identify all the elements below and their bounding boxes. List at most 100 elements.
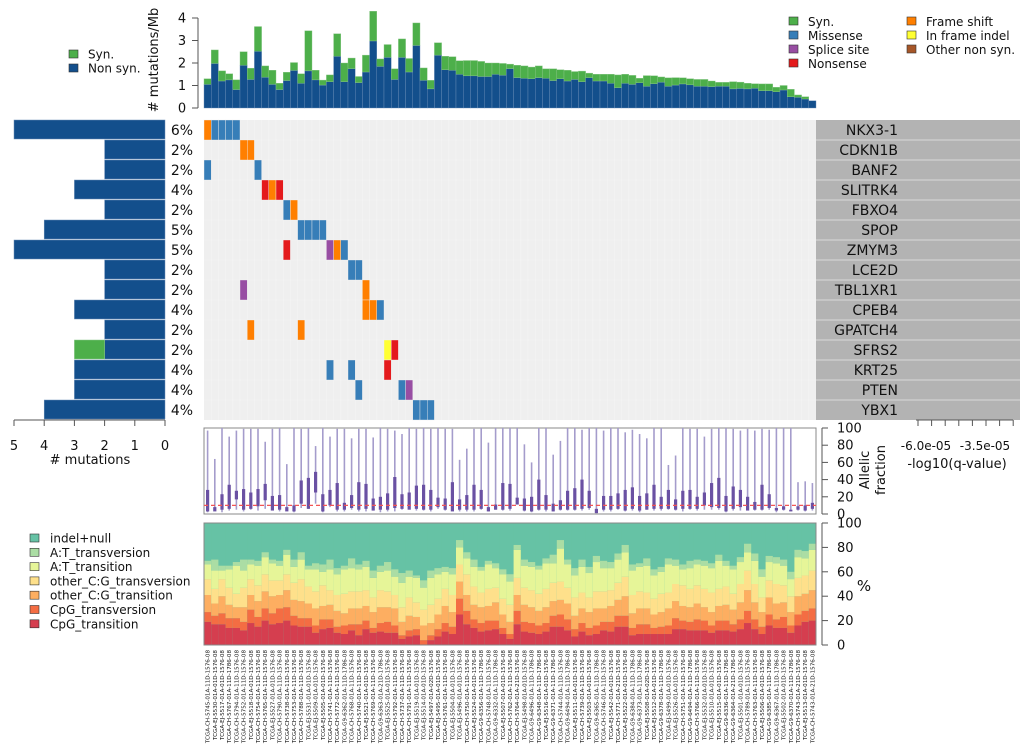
bar-syn <box>239 51 248 66</box>
spectrum-segment <box>441 588 450 606</box>
spectrum-segment <box>448 612 457 627</box>
spectrum-segment <box>261 552 270 558</box>
spectrum-segment <box>348 558 356 569</box>
spectrum-segment <box>542 623 550 632</box>
bar-nonsyn <box>506 68 514 109</box>
mutation-rate-y-axis: 0 1 2 3 4 <box>178 12 199 117</box>
gene-count-bar <box>104 199 166 220</box>
spectrum-segment <box>398 607 406 622</box>
spectrum-segment <box>268 624 277 645</box>
spectrum-segment <box>232 562 241 566</box>
bar-nonsyn <box>686 84 694 109</box>
gene-name: LCE2D <box>852 263 898 279</box>
mutation-cell <box>398 379 406 401</box>
bar-syn <box>232 79 241 90</box>
spectrum-segment <box>506 604 514 622</box>
bar-nonsyn <box>715 85 723 109</box>
spectrum-segment <box>463 552 471 559</box>
bar-nonsyn <box>441 69 450 109</box>
spectrum-segment <box>794 577 802 597</box>
spectrum-segment <box>376 565 385 572</box>
mutation-cell <box>297 219 306 241</box>
spectrum-segment <box>564 564 572 588</box>
bar-nonsyn <box>751 87 759 109</box>
spectrum-segment <box>607 621 615 632</box>
bar-nonsyn <box>383 57 392 109</box>
spectrum-segment <box>780 627 788 645</box>
spectrum-segment <box>391 632 399 645</box>
spectrum-segment <box>600 630 608 645</box>
sample-label: TCGA-EJ-5498-01A-01D-1576-08 <box>522 650 528 741</box>
gene-count-bar <box>74 359 166 380</box>
spectrum-segment <box>218 613 226 625</box>
spectrum-segment <box>722 630 730 645</box>
sample-label: TCGA-G9-6496-01A-11D-1786-08 <box>530 650 536 745</box>
af-box <box>465 495 469 510</box>
bar-nonsyn <box>513 77 521 109</box>
spectrum-segment <box>643 592 651 609</box>
bar-nonsyn <box>455 74 464 109</box>
spectrum-segment <box>427 577 435 605</box>
bar-syn <box>743 83 752 90</box>
spectrum-segment <box>643 608 651 625</box>
bar-nonsyn <box>527 78 536 109</box>
spectrum-segment <box>211 570 219 589</box>
legend-swatch <box>29 533 40 543</box>
mutation-cell <box>419 399 428 421</box>
sample-label: TCGA-EJ-5525-01A-01D-1576-08 <box>386 650 392 741</box>
bar-nonsyn <box>391 79 399 109</box>
spectrum-segment <box>376 571 385 591</box>
spectrum-segment <box>304 565 313 570</box>
bar-nonsyn <box>347 68 356 109</box>
spectrum-segment <box>679 605 687 621</box>
spectrum-segment <box>535 569 543 594</box>
sample-label: TCGA-EJ-5503-01A-01D-1576-08 <box>587 650 593 741</box>
spectrum-segment <box>744 623 752 645</box>
spectrum-segment <box>427 635 435 641</box>
af-box <box>494 504 498 510</box>
spectrum-segment <box>240 607 248 622</box>
bar-syn <box>722 82 730 87</box>
af-box <box>429 489 433 510</box>
spectrum-segment <box>441 623 450 632</box>
mutation-cell <box>225 119 234 141</box>
spectrum-segment <box>693 603 702 620</box>
spectrum-segment <box>427 623 435 636</box>
spectrum-segment <box>614 582 622 600</box>
mutation-cell <box>326 359 334 381</box>
spectrum-y-tick-label: 40 <box>837 590 854 605</box>
spectrum-segment <box>650 614 658 628</box>
gene-percent-label: 6% <box>171 123 193 139</box>
spectrum-segment <box>369 570 378 578</box>
spectrum-segment <box>276 565 284 581</box>
sample-label: TCGA-CH-5752-01A-11D-1576-08 <box>242 650 248 745</box>
spectrum-segment <box>787 596 795 613</box>
x-tick-label: 5 <box>10 439 18 454</box>
sample-label: TCGA-CH-5769-01A-11D-1576-08 <box>371 650 377 745</box>
bar-nonsyn <box>340 81 349 109</box>
spectrum-segment <box>535 610 543 626</box>
gene-percent-label: 4% <box>171 183 193 199</box>
bar-syn <box>664 77 673 87</box>
spectrum-segment <box>319 619 327 630</box>
bar-syn <box>304 30 313 72</box>
bar-nonsyn <box>664 85 673 109</box>
spectrum-segment <box>247 594 255 610</box>
mutation-spectrum-legend: indel+nullA:T_transversionA:T_transition… <box>29 532 191 631</box>
spectrum-segment <box>751 584 759 603</box>
gene-name: YBX1 <box>860 403 898 419</box>
spectrum-segment <box>268 613 277 625</box>
sample-label: TCGA-EJ-5514-01A-01D-1576-08 <box>422 650 428 741</box>
bar-syn <box>628 75 637 85</box>
legend-swatch <box>29 590 40 600</box>
bar-syn <box>326 74 334 82</box>
spectrum-segment <box>686 588 694 608</box>
spectrum-segment <box>268 563 277 581</box>
spectrum-segment <box>412 602 421 617</box>
sample-label: TCGA-EJ-5502-01A-01D-1576-08 <box>782 650 788 741</box>
sample-label: TCGA-G9-6364-01A-21D-1786-08 <box>731 650 737 745</box>
spectrum-segment <box>211 603 219 616</box>
mutation-cell <box>340 239 349 261</box>
mutation-cell <box>383 339 392 361</box>
